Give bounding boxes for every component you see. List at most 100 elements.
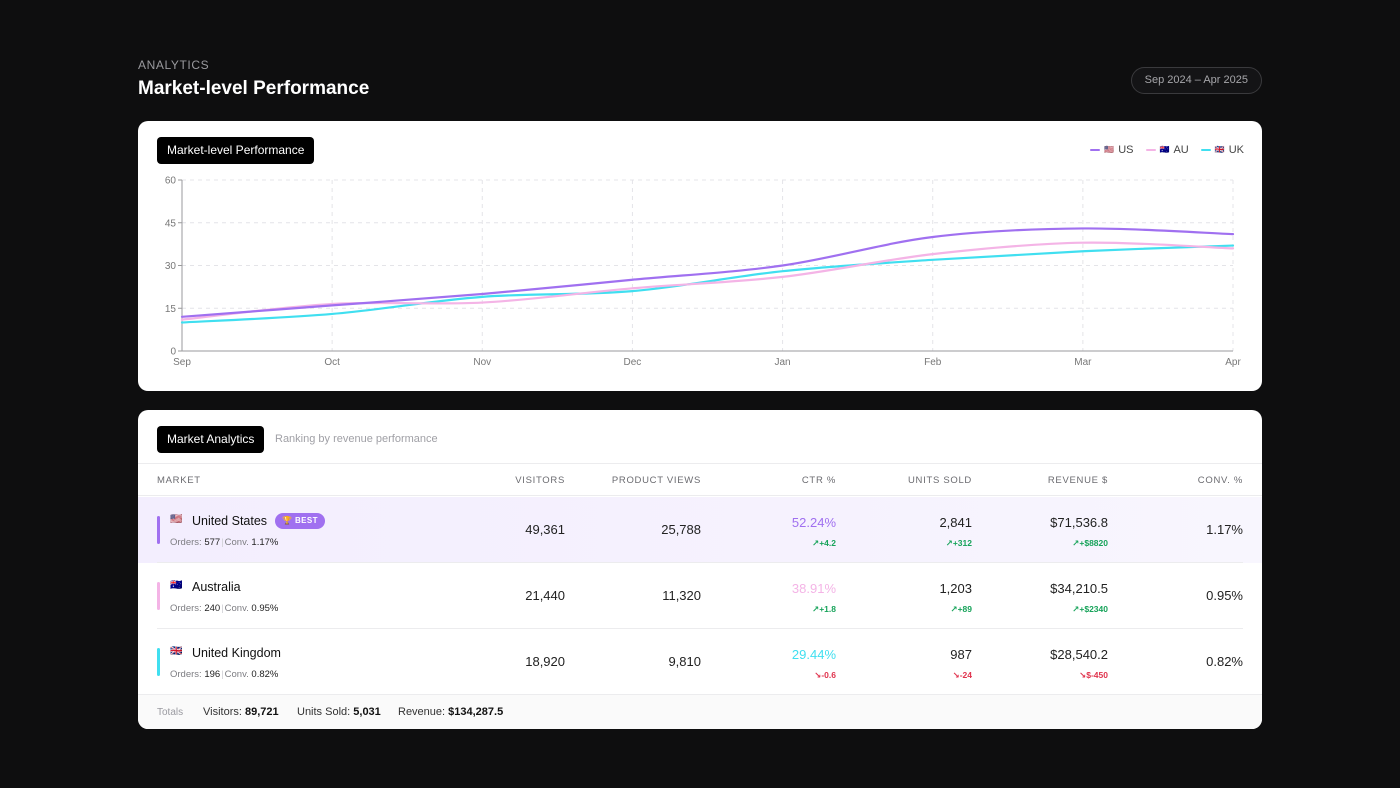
conv-cell: 1.17% <box>1206 522 1243 537</box>
table-row[interactable]: 🇦🇺 Australia Orders: 240|Conv. 0.95% 21,… <box>138 563 1262 629</box>
legend-swatch-us <box>1090 149 1101 151</box>
y-tick-label: 45 <box>165 218 177 229</box>
legend-label-us: US <box>1118 144 1134 156</box>
views-cell: 25,788 <box>661 522 701 537</box>
chart-title-chip: Market-level Performance <box>157 137 315 164</box>
col-header-conv[interactable]: CONV. % <box>1197 475 1243 486</box>
units-delta: ↘-24 <box>952 670 972 680</box>
totals-footer: Totals Visitors: 89,721 Units Sold: 5,03… <box>138 694 1262 729</box>
row-accent-bar <box>157 582 160 610</box>
x-tick-label: Oct <box>324 357 340 368</box>
orders-value: 577 <box>204 537 221 548</box>
orders-label: Orders: <box>170 669 202 680</box>
revenue-delta: ↗+$2340 <box>1072 604 1108 614</box>
col-header-ctr[interactable]: CTR % <box>801 475 836 486</box>
legend-swatch-uk <box>1200 149 1211 151</box>
conv-label: Conv. <box>224 603 249 614</box>
col-header-market[interactable]: MARKET <box>157 475 201 486</box>
totals-units-label: Units Sold: <box>297 706 351 718</box>
y-tick-label: 60 <box>165 176 177 187</box>
conv-sub-value: 0.82% <box>251 669 279 680</box>
best-badge: 🏆 BEST <box>275 513 325 529</box>
col-header-revenue[interactable]: REVENUE $ <box>1047 475 1108 486</box>
uk-flag-icon: 🇬🇧 <box>1214 145 1225 154</box>
conv-sub-value: 1.17% <box>251 537 279 548</box>
totals-visitors-label: Visitors: <box>203 706 242 718</box>
x-tick-label: Apr <box>1225 357 1241 368</box>
units-cell: 2,841 <box>939 515 972 530</box>
au-flag-icon: 🇦🇺 <box>1159 145 1170 154</box>
visitors-cell: 18,920 <box>525 654 565 669</box>
orders-value: 240 <box>204 603 221 614</box>
y-tick-label: 30 <box>165 261 177 272</box>
totals-revenue-value: $134,287.5 <box>448 706 504 718</box>
market-sub-stats: Orders: 196|Conv. 0.82% <box>170 669 279 680</box>
orders-label: Orders: <box>170 603 202 614</box>
units-cell: 987 <box>950 647 972 662</box>
uk-flag-icon: 🇬🇧 <box>170 646 183 657</box>
chart-legend: 🇺🇸 US 🇦🇺 AU 🇬🇧 UK <box>1090 144 1244 156</box>
ctr-delta: ↗+4.2 <box>812 538 836 548</box>
conv-label: Conv. <box>224 669 249 680</box>
units-delta: ↗+89 <box>950 604 972 614</box>
orders-value: 196 <box>204 669 221 680</box>
ctr-cell: 38.91% <box>791 581 836 596</box>
orders-label: Orders: <box>170 537 202 548</box>
page-title: Market-level Performance <box>138 78 370 99</box>
legend-item-au[interactable]: 🇦🇺 AU <box>1145 144 1189 156</box>
legend-label-au: AU <box>1173 144 1189 156</box>
row-accent-bar <box>157 516 160 544</box>
table-row[interactable]: 🇬🇧 United Kingdom Orders: 196|Conv. 0.82… <box>138 629 1262 695</box>
views-cell: 11,320 <box>662 588 701 603</box>
ctr-cell: 29.44% <box>791 647 836 662</box>
views-cell: 9,810 <box>668 654 701 669</box>
conv-label: Conv. <box>224 537 249 548</box>
chart-card: 0 15 30 45 60 Sep Oct Nov Dec Jan Feb Mar Apr Market… <box>138 121 1262 391</box>
market-sub-stats: Orders: 577|Conv. 1.17% <box>170 537 279 548</box>
us-flag-icon: 🇺🇸 <box>1104 145 1115 154</box>
legend-swatch-au <box>1145 149 1156 151</box>
table-header: MARKET VISITORS PRODUCT VIEWS CTR % UNIT… <box>138 463 1262 496</box>
visitors-cell: 21,440 <box>525 588 565 603</box>
x-tick-label: Feb <box>924 357 942 368</box>
x-tick-label: Sep <box>173 357 191 368</box>
x-tick-label: Dec <box>624 357 642 368</box>
page-header: ANALYTICS Market-level Performance Sep 2… <box>138 58 1262 108</box>
series-line-uk <box>180 244 1235 324</box>
units-cell: 1,203 <box>939 581 972 596</box>
y-tick-label: 0 <box>170 347 176 358</box>
y-tick-label: 15 <box>165 304 177 315</box>
col-header-product-views[interactable]: PRODUCT VIEWS <box>611 475 701 486</box>
col-header-units-sold[interactable]: UNITS SOLD <box>907 475 972 486</box>
table-title-chip: Market Analytics <box>157 426 265 453</box>
totals-label: Totals <box>157 707 184 718</box>
legend-label-uk: UK <box>1228 144 1244 156</box>
ctr-delta: ↗+1.8 <box>812 604 836 614</box>
au-flag-icon: 🇦🇺 <box>170 580 183 591</box>
market-sub-stats: Orders: 240|Conv. 0.95% <box>170 603 279 614</box>
row-divider <box>157 628 1243 629</box>
market-name: Australia <box>192 580 241 594</box>
row-accent-bar <box>157 648 160 676</box>
totals-visitors: Visitors: 89,721 <box>203 706 279 718</box>
col-header-visitors[interactable]: VISITORS <box>515 475 565 486</box>
revenue-cell: $28,540.2 <box>1050 647 1108 662</box>
table-row[interactable]: 🇺🇸 United States 🏆 BEST Orders: 577|Conv… <box>138 497 1262 563</box>
ctr-cell: 52.24% <box>791 515 836 530</box>
line-chart: 0 15 30 45 60 Sep Oct Nov Dec Jan Feb Mar Apr <box>165 176 1242 369</box>
us-flag-icon: 🇺🇸 <box>170 514 183 525</box>
x-tick-label: Jan <box>775 357 791 368</box>
totals-visitors-value: 89,721 <box>244 706 279 718</box>
market-analytics-card: Market Analytics Ranking by revenue perf… <box>138 410 1262 729</box>
visitors-cell: 49,361 <box>525 522 565 537</box>
series-line-us <box>180 227 1235 318</box>
revenue-cell: $71,536.8 <box>1050 515 1108 530</box>
revenue-delta: ↘$-450 <box>1079 670 1108 680</box>
legend-item-us[interactable]: 🇺🇸 US <box>1090 144 1134 156</box>
date-range-picker[interactable]: Sep 2024 – Apr 2025 <box>1130 67 1262 94</box>
conv-cell: 0.95% <box>1206 588 1243 603</box>
units-delta: ↗+312 <box>945 538 972 548</box>
conv-sub-value: 0.95% <box>251 603 279 614</box>
legend-item-uk[interactable]: 🇬🇧 UK <box>1200 144 1244 156</box>
revenue-cell: $34,210.5 <box>1050 581 1108 596</box>
